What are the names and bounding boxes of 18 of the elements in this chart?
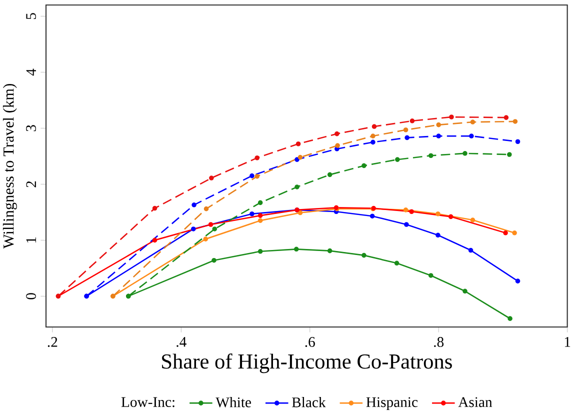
- x-tick-label: .8: [434, 337, 444, 347]
- y-tick-label: 1: [26, 237, 36, 243]
- x-tick-label: .6: [305, 337, 315, 347]
- x-tick-label: .2: [48, 337, 58, 347]
- legend-title: Low-Inc:: [121, 397, 174, 408]
- y-tick-label: 3: [26, 125, 36, 132]
- x-tick-label: .4: [176, 337, 186, 347]
- y-tick-label: 5: [26, 13, 36, 19]
- x-axis-title: Share of High-Income Co-Patrons: [162, 353, 452, 374]
- y-tick-label: 2: [26, 181, 36, 188]
- y-tick-label: 0: [26, 293, 36, 300]
- legend-label: Black: [292, 397, 326, 408]
- legend-label: White: [216, 397, 251, 408]
- legend-label: Hispanic: [366, 397, 418, 410]
- legend-label: Asian: [458, 397, 492, 408]
- y-axis-title: Willingness to Travel (km): [2, 84, 17, 249]
- x-tick-label: 1: [564, 337, 570, 347]
- y-tick-label: 4: [26, 68, 36, 76]
